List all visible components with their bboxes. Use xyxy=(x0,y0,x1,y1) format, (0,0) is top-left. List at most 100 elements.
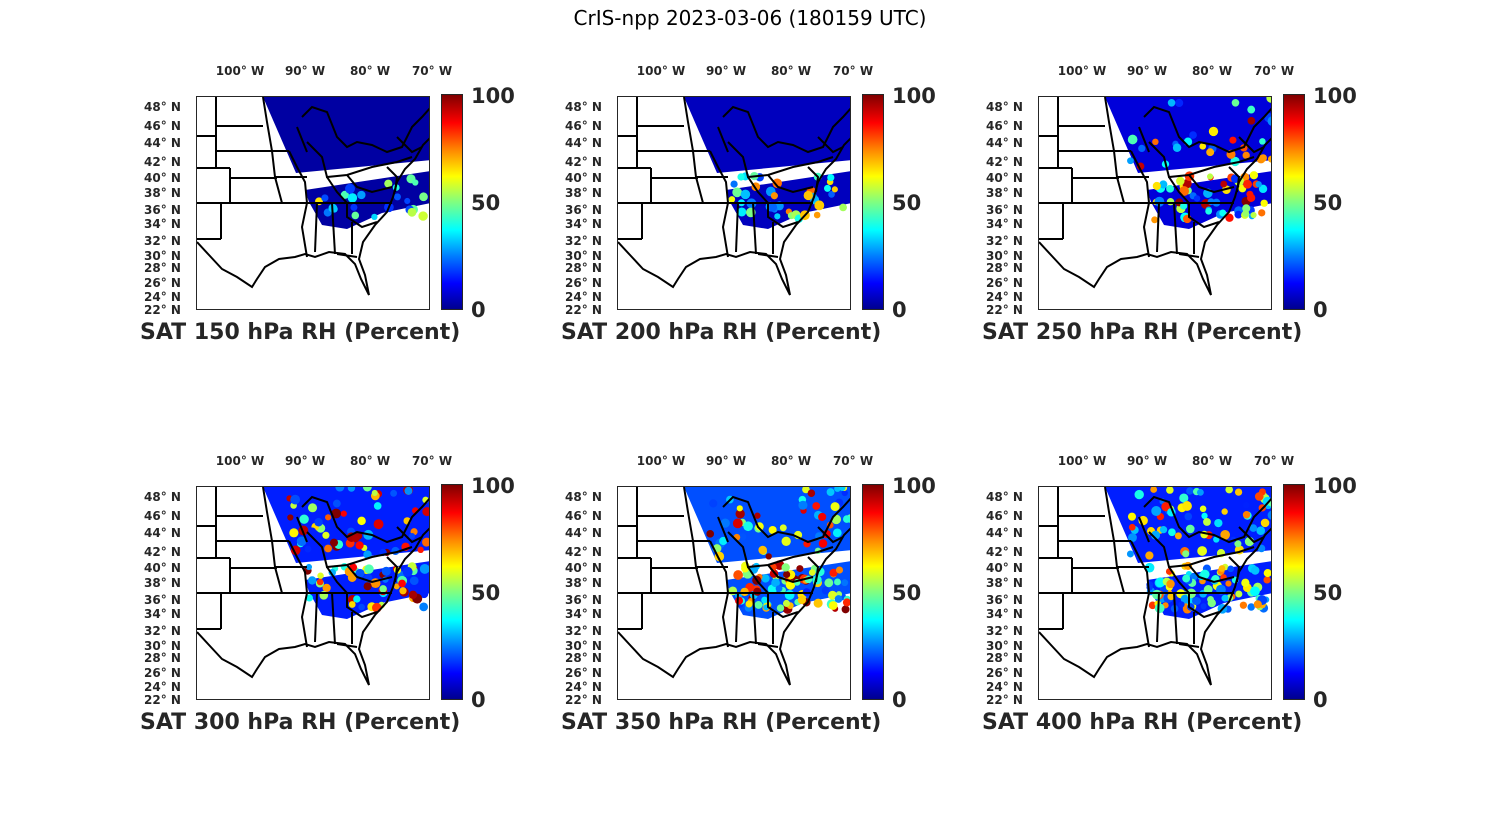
rh-observation xyxy=(305,594,313,602)
rh-observation xyxy=(798,500,808,510)
rh-observation xyxy=(761,574,770,583)
rh-observation xyxy=(802,487,810,494)
satellite-swath xyxy=(1105,487,1271,563)
rh-observation xyxy=(1192,596,1201,606)
rh-observation xyxy=(1218,565,1226,572)
rh-observation xyxy=(1259,138,1266,145)
rh-observation xyxy=(322,583,331,593)
lat-tick-label: 42° N xyxy=(144,545,181,559)
state-border xyxy=(288,150,309,258)
lat-tick-label: 30° N xyxy=(986,639,1023,653)
panel-title: SAT 200 hPa RH (Percent) xyxy=(561,320,882,345)
state-border xyxy=(1173,592,1178,645)
rh-observation xyxy=(732,518,743,529)
state-border xyxy=(346,564,393,584)
lat-tick-label: 42° N xyxy=(986,155,1023,169)
state-border xyxy=(747,566,769,594)
lat-tick-label: 28° N xyxy=(986,651,1023,665)
state-border xyxy=(1188,203,1220,229)
rh-observation xyxy=(373,502,382,510)
state-border xyxy=(314,202,318,253)
map-axes xyxy=(196,96,430,310)
lat-tick-label: 40° N xyxy=(986,561,1023,575)
rh-observation xyxy=(1255,181,1262,188)
state-border xyxy=(262,97,283,204)
rh-observation xyxy=(358,603,365,611)
state-border xyxy=(817,526,844,544)
rh-observation xyxy=(1242,511,1251,519)
rh-observation xyxy=(1199,505,1207,513)
state-border xyxy=(1138,516,1150,543)
rh-observation xyxy=(839,487,846,492)
rh-observation xyxy=(737,207,747,217)
lat-tick-label: 36° N xyxy=(986,203,1023,217)
state-border xyxy=(1238,526,1265,544)
map-panel: 100° W 90° W 80° W 70° W 48° N 46° N 44° N 42° … xyxy=(561,64,1037,396)
rh-observation xyxy=(1221,508,1228,515)
lat-tick-label: 44° N xyxy=(565,136,602,150)
rh-observation xyxy=(1175,98,1184,107)
lat-tick-label: 38° N xyxy=(144,576,181,590)
lat-tick-label: 34° N xyxy=(565,607,602,621)
state-border xyxy=(1168,566,1190,594)
lat-tick-label: 42° N xyxy=(986,545,1023,559)
state-border xyxy=(717,516,729,543)
rh-observation xyxy=(771,578,780,588)
rh-observation xyxy=(736,505,743,512)
state-border xyxy=(296,516,308,543)
lat-tick-label: 24° N xyxy=(986,290,1023,304)
rh-observation xyxy=(709,499,718,508)
lat-tick-label: 26° N xyxy=(986,666,1023,680)
lat-tick-label: 40° N xyxy=(565,171,602,185)
lat-tick-label: 32° N xyxy=(144,234,181,248)
rh-observation xyxy=(332,499,341,508)
rh-observation xyxy=(290,494,301,505)
map-axes xyxy=(617,96,851,310)
rh-observation xyxy=(1174,532,1182,540)
rh-observation xyxy=(1152,589,1162,600)
rh-observation xyxy=(1225,580,1232,587)
state-border xyxy=(1188,174,1235,194)
rh-observation xyxy=(350,203,358,211)
state-border xyxy=(767,564,814,584)
colorbar-tick-label: 50 xyxy=(1313,581,1343,605)
rh-observation xyxy=(422,507,429,517)
lon-tick-label: 70° W xyxy=(1253,454,1295,468)
state-border xyxy=(314,592,318,643)
colorbar xyxy=(441,94,463,310)
lat-tick-label: 48° N xyxy=(144,100,181,114)
rh-observation xyxy=(357,516,366,526)
rh-observation xyxy=(803,190,813,201)
satellite-swath xyxy=(684,487,850,563)
rh-observation xyxy=(345,183,355,194)
map-panel: 100° W 90° W 80° W 70° W 48° N 46° N 44° N 42° … xyxy=(982,64,1458,396)
lat-tick-label: 26° N xyxy=(565,666,602,680)
lat-tick-label: 26° N xyxy=(565,276,602,290)
colorbar-tick-label: 50 xyxy=(471,191,501,215)
rh-observation xyxy=(1128,523,1136,531)
lat-tick-label: 42° N xyxy=(565,155,602,169)
lat-tick-label: 32° N xyxy=(565,234,602,248)
rh-observation xyxy=(381,566,391,576)
rh-observation xyxy=(1144,562,1155,573)
rh-observation xyxy=(1220,180,1228,188)
lat-tick-label: 22° N xyxy=(986,303,1023,317)
lat-tick-label: 34° N xyxy=(144,607,181,621)
rh-observation xyxy=(1239,601,1248,609)
rh-observation xyxy=(834,595,843,603)
lat-tick-label: 24° N xyxy=(144,290,181,304)
rh-observation xyxy=(1242,210,1250,217)
rh-observation xyxy=(841,579,849,587)
lat-tick-label: 30° N xyxy=(986,249,1023,263)
state-border xyxy=(1039,527,1271,686)
rh-observation xyxy=(373,519,384,530)
rh-observation xyxy=(808,569,816,576)
map-axes xyxy=(1038,96,1272,310)
rh-observation xyxy=(1180,202,1188,210)
rh-observation xyxy=(1172,143,1182,152)
rh-observation xyxy=(728,196,736,203)
map-panel: 100° W 90° W 80° W 70° W 48° N 46° N 44° N 42° … xyxy=(561,454,1037,786)
satellite-swath xyxy=(684,97,850,173)
lat-tick-label: 22° N xyxy=(565,303,602,317)
rh-observation xyxy=(732,187,743,198)
